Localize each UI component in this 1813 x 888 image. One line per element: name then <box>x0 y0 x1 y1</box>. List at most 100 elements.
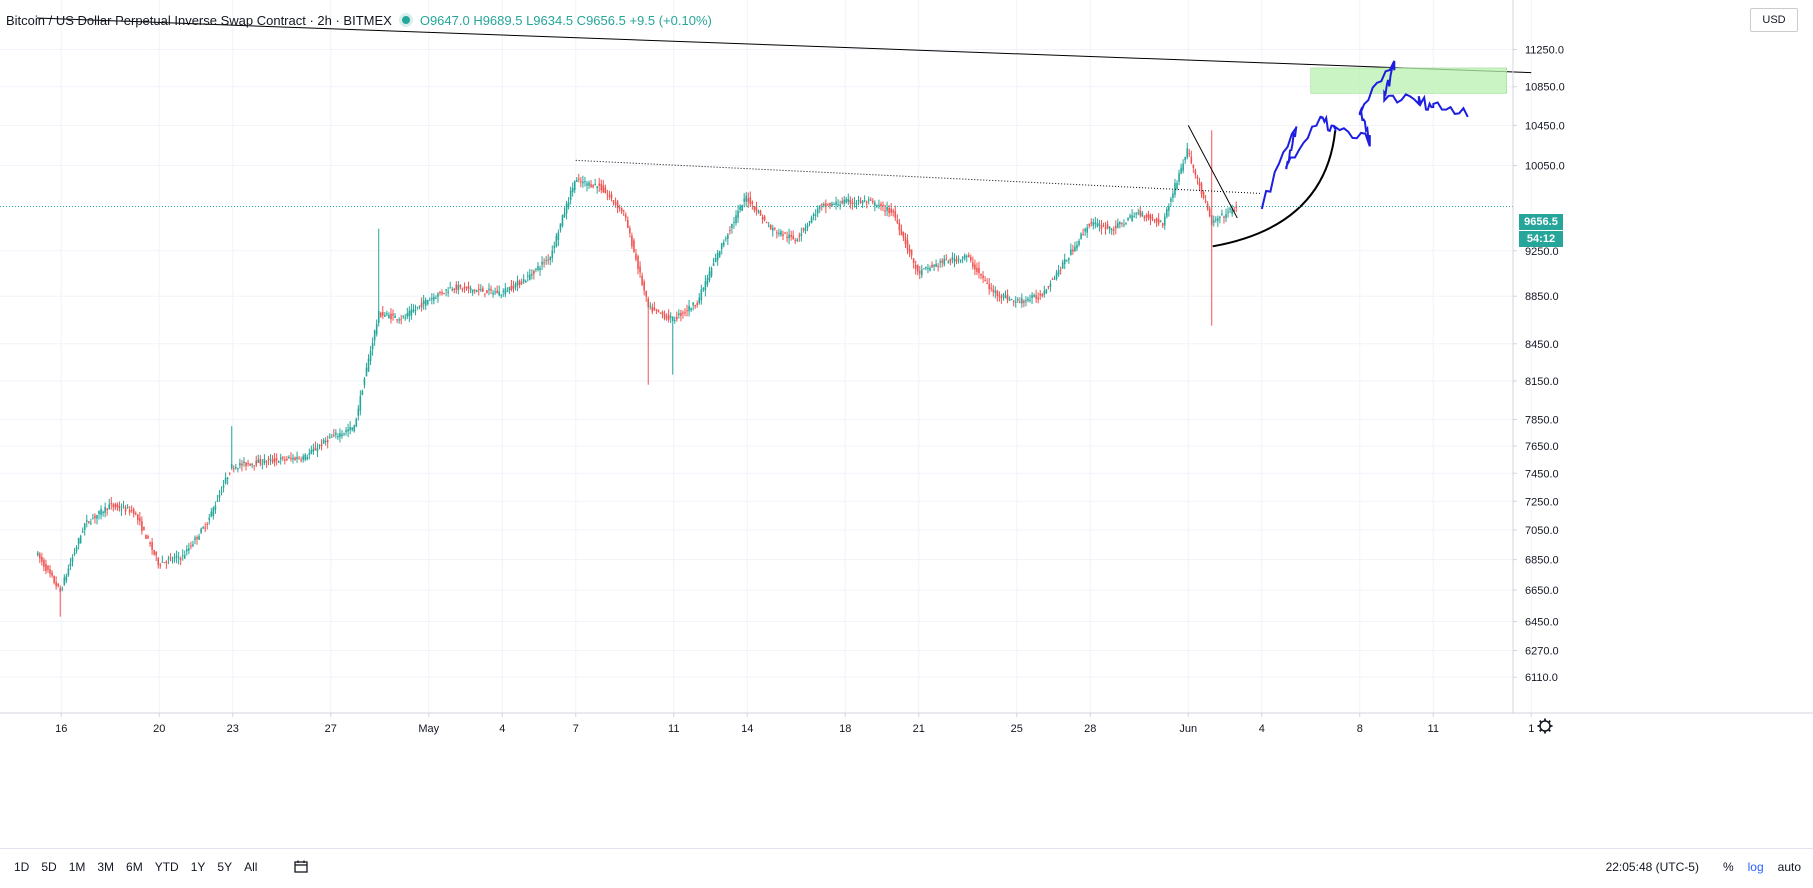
symbol-title[interactable]: Bitcoin / US Dollar Perpetual Inverse Sw… <box>6 12 392 28</box>
candle-body <box>1127 218 1129 221</box>
candle-body <box>510 285 513 290</box>
candle-body <box>1184 156 1186 161</box>
candle-body <box>106 508 108 510</box>
percent-scale-button[interactable]: % <box>1722 859 1734 874</box>
candle-body <box>718 250 721 257</box>
candle-body <box>55 582 57 587</box>
candle-body <box>655 309 658 311</box>
trendline-descending[interactable] <box>36 17 1532 74</box>
candle-body <box>953 258 956 262</box>
candle-body <box>788 234 790 239</box>
candle-body <box>514 283 517 288</box>
candle-body <box>947 261 950 264</box>
clock-display[interactable]: 22:05:48 (UTC-5) <box>1605 859 1699 874</box>
candle-body <box>680 312 682 317</box>
candle-body <box>469 287 472 290</box>
candle-body <box>296 456 298 460</box>
candle-body <box>212 507 215 516</box>
bottom-toolbar: 1D 5D 1M 3M 6M YTD 1Y 5Y All 22:05:48 (U… <box>0 848 1813 884</box>
candle-body <box>353 425 356 432</box>
candle-body <box>90 522 92 524</box>
range-5y-button[interactable]: 5Y <box>217 859 233 874</box>
candle-body <box>553 245 556 249</box>
candle-body <box>492 292 494 295</box>
candle-body <box>1180 167 1182 174</box>
candle-body <box>355 419 358 427</box>
candle-body <box>970 257 972 261</box>
candle-body <box>181 555 184 557</box>
range-1m-button[interactable]: 1M <box>68 859 86 874</box>
candle-body <box>1145 215 1148 218</box>
trendline-dotted-resistance[interactable] <box>575 159 1262 194</box>
candle-body <box>43 559 45 567</box>
range-1d-button[interactable]: 1D <box>14 859 30 874</box>
candle-body <box>304 454 307 460</box>
candle-body <box>573 180 576 191</box>
log-scale-button[interactable]: log <box>1747 859 1764 874</box>
go-to-date-icon[interactable] <box>293 859 309 875</box>
candle-body <box>882 205 884 207</box>
candle-body <box>257 459 260 463</box>
candle-body <box>77 538 80 545</box>
candle-body <box>524 280 527 283</box>
candle-body <box>435 297 437 299</box>
candle-body <box>457 285 460 290</box>
candle-body <box>1068 257 1070 260</box>
range-ytd-button[interactable]: YTD <box>154 859 179 874</box>
candle-body <box>188 548 190 551</box>
candle-body <box>927 268 929 270</box>
currency-label[interactable]: USD <box>1750 8 1798 32</box>
candle-body <box>241 463 243 466</box>
candle-body <box>551 250 554 259</box>
candle-body <box>563 213 566 218</box>
range-5d-button[interactable]: 5D <box>41 859 57 874</box>
candle-body <box>708 271 711 280</box>
candle-body <box>194 537 196 540</box>
candle-body <box>226 477 229 479</box>
curve-arc[interactable] <box>1212 130 1337 248</box>
candle-body <box>978 267 980 273</box>
candle-body <box>874 202 876 206</box>
candle-body <box>910 249 913 256</box>
candle-body <box>631 235 633 247</box>
candle-body <box>833 204 835 206</box>
candle-body <box>547 259 549 261</box>
candle-body <box>320 444 323 447</box>
candle-body <box>526 275 529 277</box>
time-tick-label: May <box>418 723 439 735</box>
candle-body <box>643 281 645 291</box>
candle-body <box>143 526 145 530</box>
range-all-button[interactable]: All <box>244 859 258 874</box>
trendline-short[interactable] <box>1187 125 1238 219</box>
range-3m-button[interactable]: 3M <box>97 859 115 874</box>
candle-body <box>733 222 735 224</box>
candle-body <box>580 181 582 183</box>
candle-body <box>1225 214 1227 219</box>
range-1y-button[interactable]: 1Y <box>190 859 206 874</box>
candle-body <box>1016 299 1019 301</box>
candle-body <box>1014 301 1017 303</box>
candle-body <box>361 390 364 395</box>
candle-body <box>1119 222 1121 225</box>
candle-body <box>255 460 258 466</box>
auto-scale-button[interactable]: auto <box>1777 859 1801 874</box>
settings-gear-icon[interactable] <box>1537 718 1553 734</box>
candle-body <box>894 211 897 218</box>
candle-body <box>929 268 931 271</box>
time-tick-label: 1 <box>1528 723 1534 735</box>
candle-body <box>243 461 245 464</box>
candle-body <box>557 232 560 240</box>
candle-body <box>114 504 117 508</box>
candle-body <box>606 194 609 196</box>
candle-body <box>584 181 586 183</box>
candle-body <box>794 240 797 242</box>
candle-body <box>428 299 431 301</box>
candle-body <box>1112 229 1115 231</box>
candle-body <box>923 268 925 270</box>
candle-body <box>796 239 799 241</box>
range-6m-button[interactable]: 6M <box>126 859 143 874</box>
projection-path[interactable] <box>1260 60 1469 210</box>
target-zone-rectangle[interactable] <box>1310 67 1507 94</box>
